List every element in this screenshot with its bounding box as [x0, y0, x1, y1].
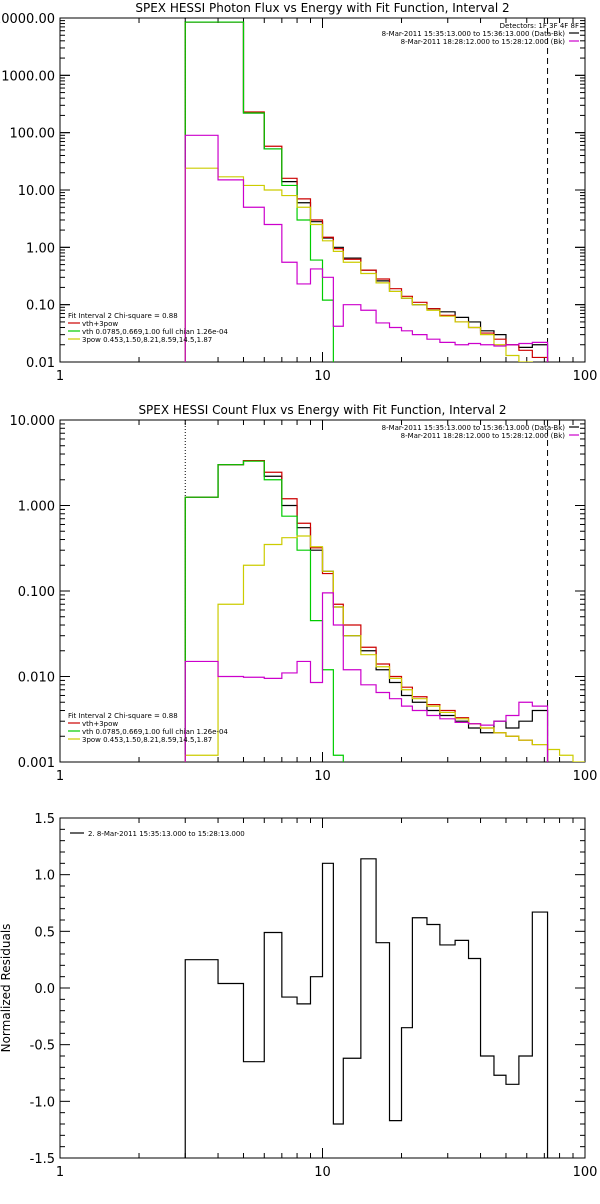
series-data-bk-line: [184, 21, 549, 362]
y-tick-label: 10000.00: [0, 12, 55, 27]
y-tick-label: 1.00: [26, 241, 55, 256]
legend-header: Fit Interval 2 Chi-square = 0.88: [68, 312, 178, 320]
series-vth-line: [184, 460, 344, 762]
chart-title-2: SPEX HESSI Count Flux vs Energy with Fit…: [138, 403, 506, 417]
series-2-8-mar-2011-15-35-13-000-to-15-28-13-000-line: [184, 858, 549, 1158]
chart-panel-3: Normalized Residuals 1 10 100 -1.5 -1.0 -0.5 0.…: [0, 812, 597, 1180]
y-tick-label: 1.0: [34, 869, 55, 884]
legend-entry-label: vth 0.0785,0.669,1.00 full chian 1.26e-0…: [82, 728, 228, 736]
legend-entry-label: 3pow 0.453,1.50,8.21,8.59,14.5,1.87: [82, 336, 212, 344]
plot-frame: [59, 419, 586, 763]
y-tick-label: 10.00: [18, 184, 55, 199]
y-tick-label: 0.5: [34, 925, 55, 940]
legend-entry-label: vth 0.0785,0.669,1.00 full chian 1.26e-0…: [82, 328, 228, 336]
legend-entry-label: 8-Mar-2011 18:28:12.000 to 15:28:12.000 …: [401, 432, 566, 440]
chart-panel-2: SPEX HESSI Count Flux vs Energy with Fit…: [10, 403, 598, 784]
legend-entry-label: vth+3pow: [82, 320, 118, 328]
series-bk-line: [184, 592, 549, 762]
legend-entry-label: 2. 8-Mar-2011 15:35:13.000 to 15:28:13.0…: [88, 830, 245, 838]
legend-entry-label: vth+3pow: [82, 720, 118, 728]
series-vth-line: [184, 21, 334, 362]
x-tick-label: 100: [573, 769, 598, 784]
legend-header: Fit Interval 2 Chi-square = 0.88: [68, 712, 178, 720]
y-tick-label: 0.100: [18, 585, 55, 600]
y-tick-label: -1.0: [30, 1095, 55, 1110]
plot-frame: [59, 17, 586, 363]
y-tick-label: 100.00: [10, 127, 56, 142]
x-tick-label: 1: [56, 769, 64, 784]
y-tick-label: -0.5: [30, 1039, 55, 1054]
y-tick-label: 1000.00: [1, 69, 55, 84]
y-tick-label: 1.000: [18, 500, 55, 515]
chart-panel-1: SPEX HESSI Photon Flux vs Energy with Fi…: [0, 1, 598, 384]
y-tick-label: 0.0: [34, 982, 55, 997]
y-tick-label: -1.5: [30, 1152, 55, 1167]
legend-entry-label: 3pow 0.453,1.50,8.21,8.59,14.5,1.87: [82, 736, 212, 744]
y-tick-label: 0.001: [18, 756, 55, 771]
series-3pow-line: [184, 167, 533, 362]
legend-entry-label: 8-Mar-2011 15:35:13.000 to 15:36:13.000 …: [382, 424, 566, 432]
y-tick-label: 0.010: [18, 671, 55, 686]
x-tick-label: 1: [56, 369, 64, 384]
y-axis-label: Normalized Residuals: [0, 924, 13, 1053]
chart-title-1: SPEX HESSI Photon Flux vs Energy with Fi…: [135, 1, 509, 15]
y-tick-label: 1.5: [34, 812, 55, 827]
x-tick-label: 10: [314, 1165, 331, 1180]
series-bk-line: [184, 134, 549, 362]
x-tick-label: 10: [314, 369, 331, 384]
legend-entry-label: 8-Mar-2011 15:35:13.000 to 15:36:13.000 …: [382, 30, 566, 38]
x-tick-label: 100: [573, 1165, 598, 1180]
legend-header: Detectors: 1F 3F 4F 8F: [500, 22, 579, 30]
x-tick-label: 10: [314, 769, 331, 784]
series-3pow-line: [184, 535, 585, 762]
y-tick-label: 0.10: [26, 299, 55, 314]
legend-entry-label: 8-Mar-2011 18:28:12.000 to 15:28:12.000 …: [401, 38, 566, 46]
x-tick-label: 100: [573, 369, 598, 384]
series-vth-3pow-line: [184, 21, 549, 362]
y-tick-label: 0.01: [26, 356, 55, 371]
x-tick-label: 1: [56, 1165, 64, 1180]
y-tick-label: 10.000: [10, 414, 56, 429]
